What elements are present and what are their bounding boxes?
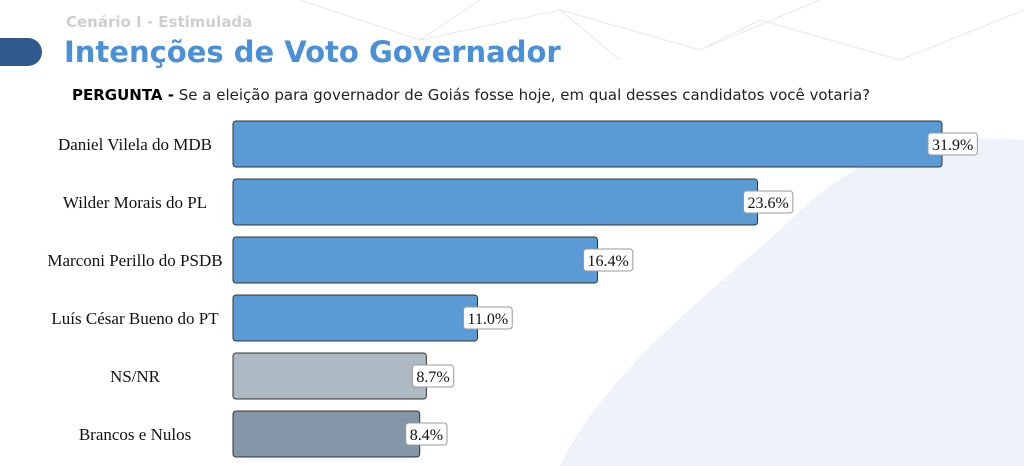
- bar: [232, 236, 599, 284]
- value-label: 8.7%: [416, 369, 449, 386]
- value-label-box: [462, 306, 513, 330]
- category-label: Brancos e Nulos: [79, 425, 191, 444]
- bar: [232, 352, 427, 400]
- bar: [232, 178, 759, 226]
- category-label: Daniel Vilela do MDB: [58, 135, 212, 154]
- bar: [232, 294, 478, 342]
- value-label-box: [405, 422, 448, 446]
- value-label-box: [583, 248, 634, 272]
- question: PERGUNTA - Se a eleição para governador …: [72, 86, 870, 104]
- category-label: Luís César Bueno do PT: [51, 309, 219, 328]
- question-text: Se a eleição para governador de Goiás fo…: [179, 86, 870, 104]
- category-label: NS/NR: [110, 367, 161, 386]
- value-label: 31.9%: [932, 137, 973, 154]
- value-label: 16.4%: [588, 253, 629, 270]
- value-label-box: [411, 364, 455, 388]
- background-shape: [560, 138, 1024, 466]
- value-label-box: [927, 132, 978, 156]
- subtitle: Cenário I - Estimulada: [66, 13, 252, 31]
- value-label-box: [743, 190, 794, 214]
- value-label: 11.0%: [467, 311, 508, 328]
- category-label: Marconi Perillo do PSDB: [47, 251, 222, 270]
- value-label: 23.6%: [748, 195, 789, 212]
- question-label: PERGUNTA -: [72, 86, 174, 104]
- bar: [232, 410, 421, 458]
- value-label: 8.4%: [410, 427, 443, 444]
- category-label: Wilder Morais do PL: [63, 193, 207, 212]
- background-network: [299, 0, 1024, 61]
- title-marker: [0, 38, 42, 66]
- bar: [232, 120, 943, 168]
- chart-title: Intenções de Voto Governador: [64, 35, 561, 69]
